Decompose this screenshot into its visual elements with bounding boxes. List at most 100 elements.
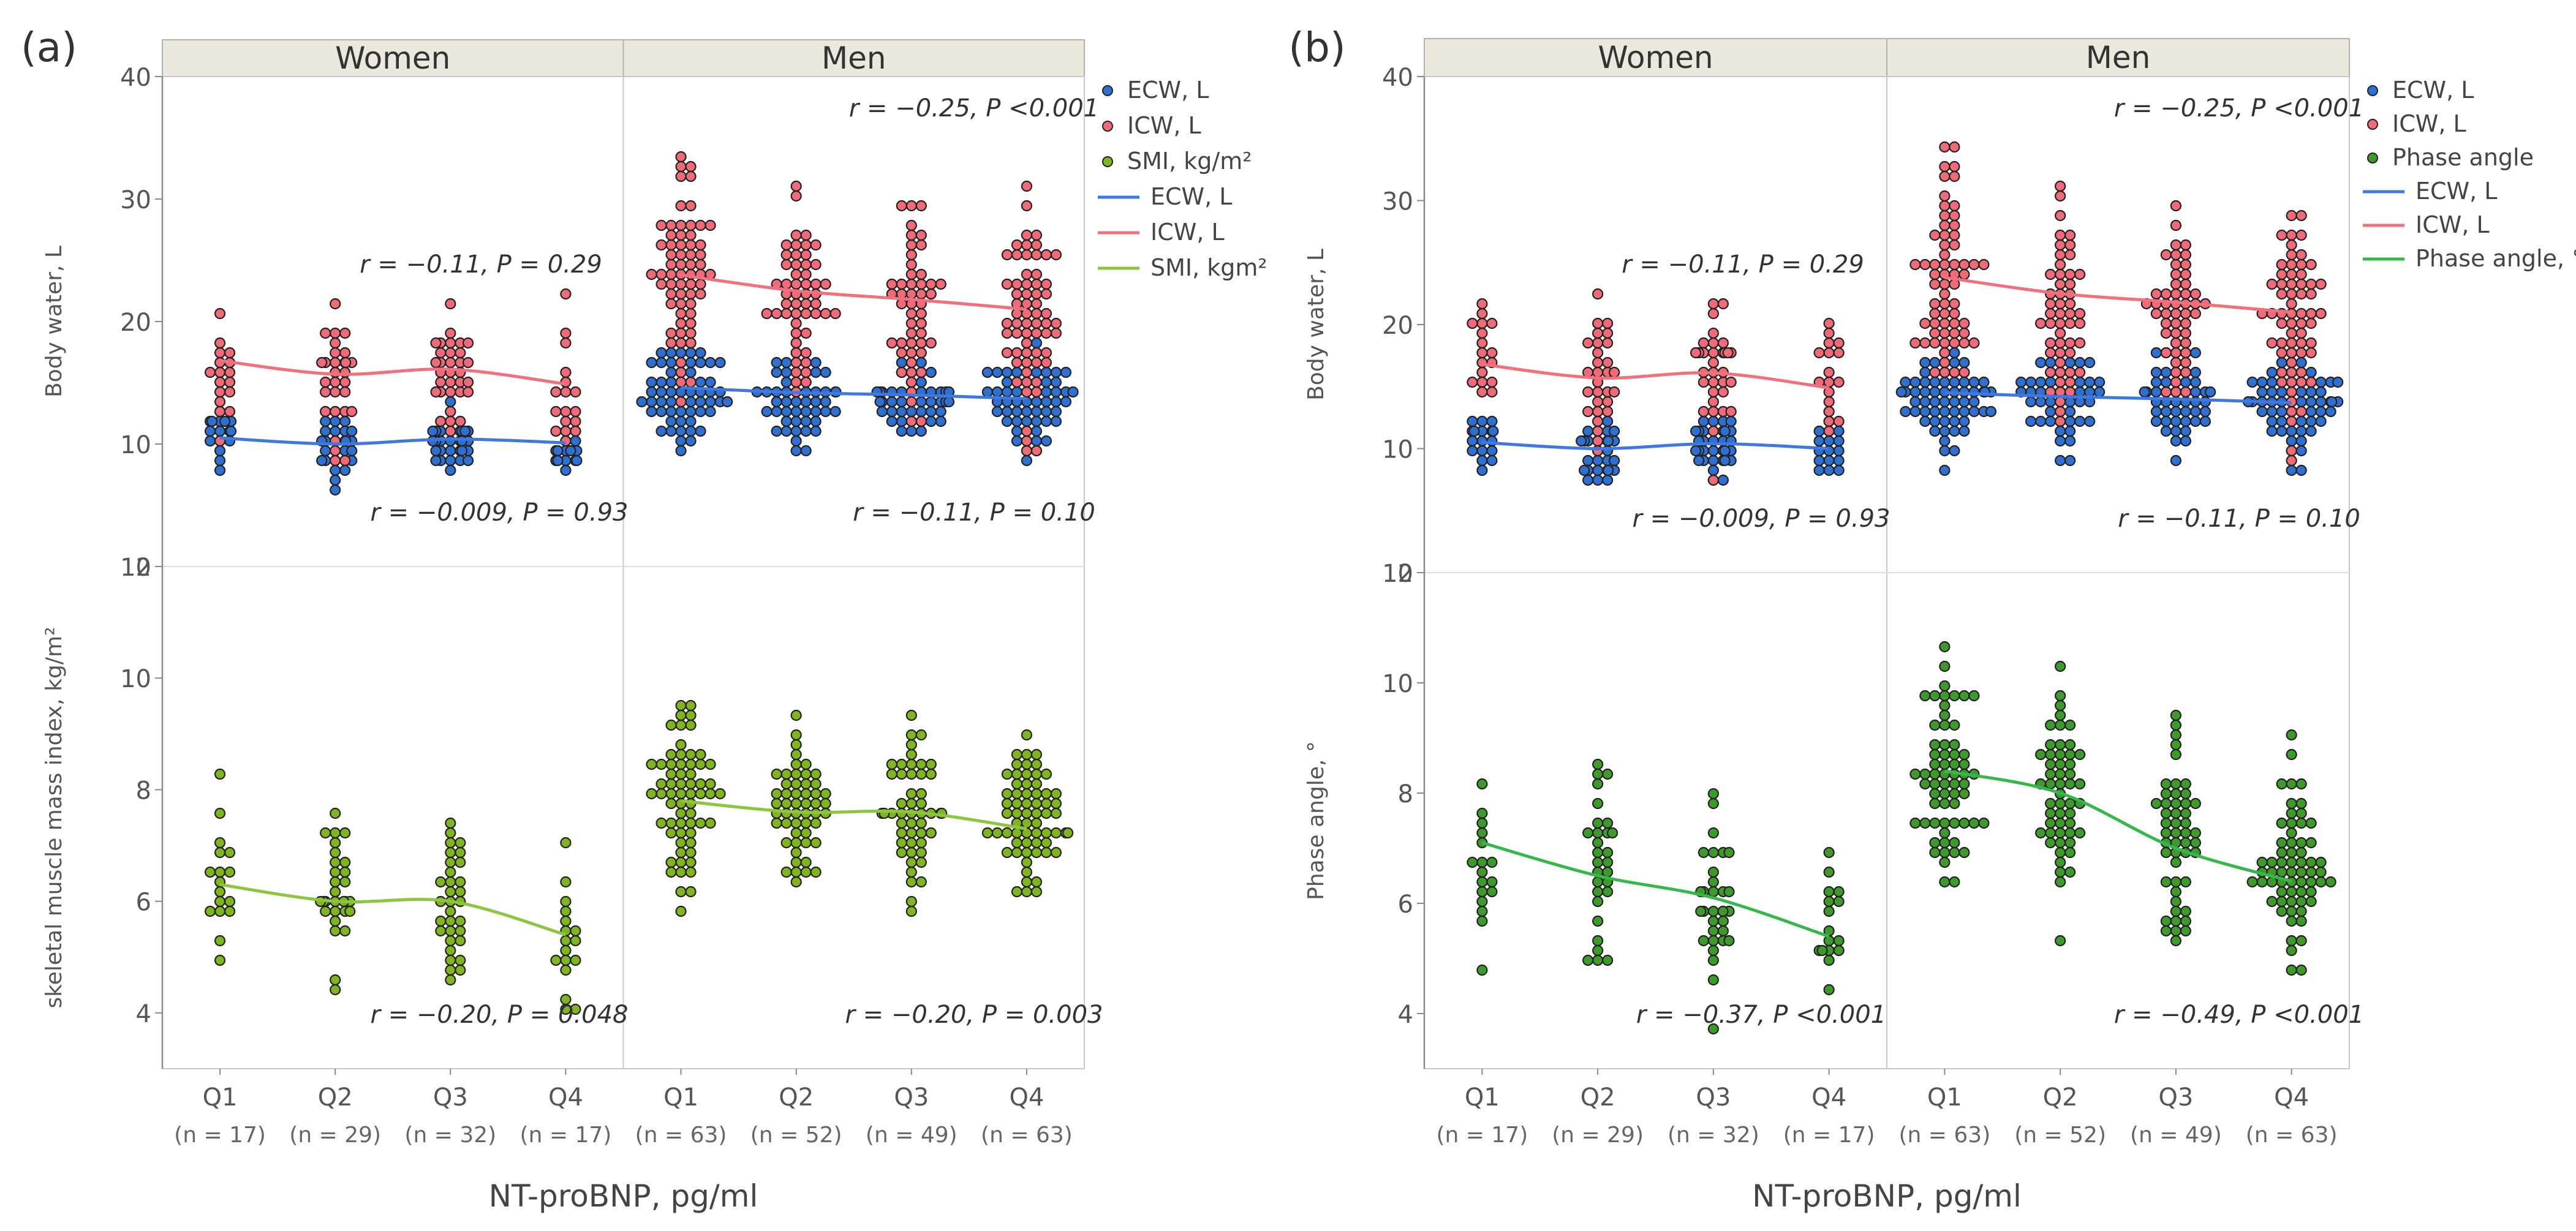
data-point — [1919, 366, 1931, 378]
data-point — [1030, 405, 1043, 418]
data-point — [665, 278, 677, 290]
data-point — [665, 788, 677, 800]
data-point — [915, 827, 927, 839]
data-point — [1582, 954, 1594, 966]
data-point — [1725, 376, 1737, 388]
data-point — [1939, 748, 1951, 761]
data-point — [790, 866, 802, 878]
data-point — [2276, 366, 2287, 378]
data-point — [1823, 327, 1835, 339]
x-count-label: (n = 49) — [2130, 1123, 2222, 1148]
data-point — [1939, 739, 1951, 751]
data-point — [435, 415, 447, 427]
data-point — [2180, 288, 2191, 300]
data-point — [1040, 415, 1052, 427]
data-point — [206, 415, 218, 427]
data-point — [829, 307, 841, 320]
data-point — [1958, 356, 1970, 369]
data-point — [2055, 190, 2066, 202]
data-point — [1939, 209, 1951, 222]
legend-label: ECW, L — [2392, 77, 2474, 104]
data-point — [886, 768, 897, 780]
y-tick-label: 4 — [136, 1000, 151, 1028]
fit-line — [1944, 391, 2292, 405]
data-point — [570, 935, 581, 947]
data-point — [316, 356, 328, 369]
data-point — [1476, 317, 1488, 329]
data-point — [1949, 200, 1960, 212]
data-point — [1707, 1023, 1719, 1035]
data-point — [2305, 288, 2317, 300]
data-point — [2064, 278, 2076, 290]
data-point — [800, 229, 812, 241]
data-point — [1958, 748, 1970, 761]
data-point — [1030, 327, 1043, 339]
data-point — [905, 856, 917, 868]
data-point — [655, 817, 667, 829]
data-point — [2286, 866, 2297, 878]
data-point — [2170, 788, 2181, 800]
data-point — [1823, 347, 1835, 359]
data-point — [800, 856, 812, 868]
data-point — [1602, 327, 1614, 339]
data-point — [2276, 376, 2287, 388]
data-point — [1958, 327, 1970, 339]
group-header-women — [162, 39, 624, 77]
data-point — [685, 200, 697, 212]
data-point — [1011, 278, 1023, 290]
data-point — [665, 817, 677, 829]
data-point — [2035, 376, 2047, 388]
data-point — [1582, 474, 1594, 486]
data-point — [2045, 376, 2057, 388]
data-point — [445, 396, 456, 408]
data-point — [2305, 366, 2317, 378]
data-point — [2055, 209, 2066, 222]
data-point — [1040, 327, 1052, 339]
data-point — [339, 827, 351, 839]
data-point — [1833, 415, 1845, 427]
data-point — [991, 366, 1003, 378]
data-point — [2180, 249, 2191, 261]
data-point — [1021, 229, 1033, 241]
data-point — [1939, 435, 1951, 447]
data-point — [685, 317, 697, 329]
y-axis-title-bottom: Phase angle, ° — [1304, 741, 1329, 900]
data-point — [2170, 347, 2181, 359]
data-point — [2180, 797, 2191, 810]
data-point — [896, 278, 907, 290]
data-point — [1717, 915, 1729, 927]
legend-label: ICW, L — [1150, 219, 1225, 246]
data-point — [685, 415, 697, 427]
data-point — [2160, 817, 2172, 829]
data-point — [810, 278, 822, 290]
data-point — [655, 396, 667, 408]
data-point — [2295, 386, 2307, 398]
data-point — [800, 866, 812, 878]
data-point — [1021, 817, 1033, 829]
data-point — [1978, 376, 1990, 388]
data-point — [800, 768, 812, 780]
data-point — [2150, 288, 2162, 300]
data-point — [1958, 415, 1970, 427]
data-point — [2276, 866, 2287, 878]
data-point — [915, 376, 927, 388]
data-point — [905, 307, 917, 320]
y-tick-label: 8 — [136, 777, 151, 805]
data-point — [1476, 347, 1488, 359]
data-point — [685, 827, 697, 839]
data-point — [915, 307, 927, 320]
data-point — [430, 386, 442, 398]
data-point — [1021, 846, 1033, 859]
data-point — [1823, 396, 1835, 408]
data-point — [344, 905, 356, 917]
data-point — [905, 905, 917, 917]
data-point — [1592, 415, 1604, 427]
data-point — [2170, 268, 2181, 280]
data-point — [1707, 915, 1719, 927]
data-point — [2170, 327, 2181, 339]
data-point — [1476, 964, 1488, 976]
data-point — [991, 405, 1003, 418]
data-point — [1939, 788, 1951, 800]
data-point — [1030, 268, 1043, 280]
data-point — [896, 405, 907, 418]
